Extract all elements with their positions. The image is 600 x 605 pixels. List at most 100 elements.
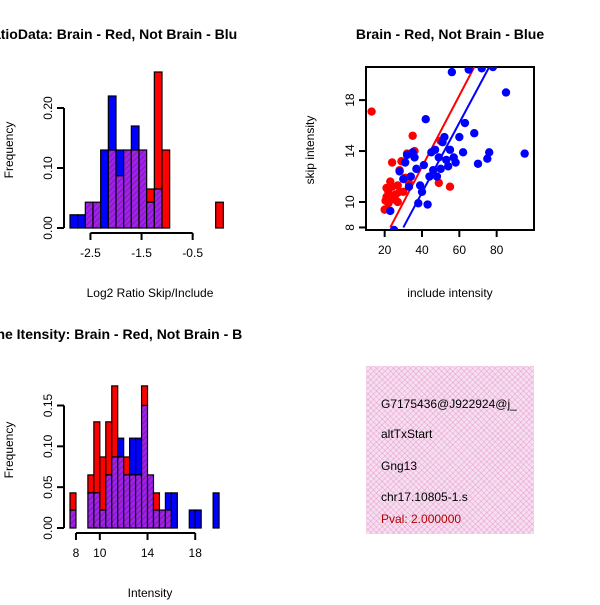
- intensity-bar-brain: [105, 421, 113, 476]
- scatter-plot-box: [365, 66, 535, 231]
- intensity-bar-notbrain: [129, 437, 137, 476]
- ratio-bar-overlap: [153, 188, 163, 229]
- intensity-x-tick-label: 18: [189, 546, 203, 560]
- scatter-point-notbrain: [415, 181, 425, 190]
- scatter-point-notbrain: [473, 159, 483, 168]
- ratio-bar-overlap: [123, 149, 132, 229]
- intensity-bar-brain: [87, 474, 95, 494]
- scatter-point-notbrain: [410, 153, 419, 162]
- scatter-point-notbrain: [501, 88, 511, 97]
- gene-name: Gng13: [381, 459, 418, 473]
- ratio-bar-notbrain: [130, 125, 140, 151]
- event-id: G7175436@J922924@j_: [381, 397, 517, 411]
- scatter-point-notbrain: [423, 200, 432, 209]
- ratio-bar-overlap: [146, 201, 155, 229]
- scatter-x-tick-label: 20: [378, 243, 392, 257]
- intensity-histogram-ylabel: Frequency: [2, 422, 16, 479]
- ratio-y-tick-label: 0.20: [41, 96, 55, 120]
- scatter-point-brain: [387, 158, 397, 167]
- scatter-point-notbrain: [455, 132, 464, 142]
- scatter-point-notbrain: [460, 118, 470, 128]
- ratio-bar-overlap: [92, 201, 102, 229]
- intensity-histogram-title: Gene Itensity: Brain - Red, Not Brain - …: [0, 326, 242, 342]
- ratio-x-tick-label: -2.5: [80, 246, 101, 260]
- ratio-bar-brain: [146, 188, 155, 203]
- scatter-point-notbrain: [430, 145, 440, 154]
- scatter-x-tick-label: 80: [490, 243, 504, 257]
- scatter-point-notbrain: [445, 145, 455, 154]
- intensity-x-tick-label: 8: [73, 546, 80, 560]
- scatter-point-notbrain: [477, 67, 486, 73]
- ratio-bar-brain: [153, 71, 163, 190]
- ratio-histogram-title: RatioData: Brain - Red, Not Brain - Blu: [0, 26, 237, 42]
- intensity-bar-overlap: [105, 474, 113, 529]
- ratio-bar-brain: [161, 149, 171, 229]
- intensity-x-tick-label: 10: [93, 546, 107, 560]
- intensity-histogram-xlabel: Intensity: [128, 586, 173, 600]
- scatter-point-notbrain: [447, 67, 457, 77]
- scatter-point-notbrain: [470, 129, 479, 138]
- scatter-point-notbrain: [389, 225, 399, 230]
- scatter-y-tick-label: 10: [343, 195, 357, 209]
- intensity-bar-notbrain: [188, 509, 196, 529]
- intensity-y-tick-label: 0.15: [41, 393, 55, 417]
- scatter-point-notbrain: [443, 162, 453, 171]
- scatter-point-brain: [393, 181, 402, 190]
- ratio-y-tick-label: 0.00: [41, 216, 55, 240]
- scatter-point-notbrain: [406, 172, 415, 181]
- intensity-bar-brain: [152, 492, 161, 511]
- intensity-bar-overlap: [134, 474, 143, 529]
- scatter-point-notbrain: [404, 182, 414, 191]
- scatter-point-notbrain: [485, 148, 494, 157]
- event-type: altTxStart: [381, 427, 433, 441]
- intensity-x-tick-label: 14: [141, 546, 155, 560]
- intensity-bar-brain: [111, 385, 119, 458]
- intensity-bar-overlap: [93, 492, 101, 529]
- ratio-y-tick-label: 0.10: [41, 156, 55, 180]
- ratio-bar-overlap: [84, 201, 94, 229]
- ratio-x-tick-label: -1.5: [131, 246, 152, 260]
- intensity-bar-overlap: [69, 509, 77, 529]
- intensity-bar-overlap: [87, 492, 95, 529]
- intensity-y-tick-label: 0.10: [41, 434, 55, 458]
- scatter-point-notbrain: [464, 67, 473, 74]
- intensity-bar-notbrain: [194, 509, 202, 529]
- ratio-bar-notbrain: [107, 95, 117, 151]
- ratio-bar-overlap: [115, 175, 125, 229]
- intensity-y-tick-label: 0.00: [41, 516, 55, 540]
- scatter-point-notbrain: [401, 158, 410, 167]
- intensity-bar-brain: [69, 492, 77, 511]
- scatter-ylabel: skip intensity: [303, 116, 317, 185]
- ratio-bar-brain: [215, 201, 224, 229]
- intensity-bar-overlap: [111, 456, 119, 529]
- ratio-bar-notbrain: [100, 149, 109, 229]
- intensity-y-tick-label: 0.05: [41, 475, 55, 499]
- scatter-point-notbrain: [412, 164, 421, 174]
- intensity-bar-notbrain: [170, 492, 178, 529]
- intensity-bar-overlap: [158, 509, 167, 529]
- scatter-y-tick-label: 18: [343, 93, 357, 107]
- ratio-histogram-xlabel: Log2 Ratio Skip/Include: [87, 286, 214, 300]
- intensity-bar-notbrain: [164, 492, 172, 511]
- scatter-point-notbrain: [419, 160, 429, 170]
- intensity-bar-overlap: [117, 456, 125, 529]
- scatter-point-notbrain: [520, 149, 529, 158]
- scatter-point-notbrain: [432, 172, 442, 181]
- scatter-point-brain: [434, 178, 443, 188]
- gene-location: chr17.10805-1.s: [381, 490, 468, 504]
- intensity-bar-overlap: [123, 474, 131, 529]
- ratio-bar-overlap: [130, 149, 140, 229]
- scatter-point-notbrain: [399, 174, 408, 184]
- scatter-point-notbrain: [395, 167, 404, 176]
- scatter-y-tick-label: 14: [343, 144, 357, 158]
- scatter-point-brain: [399, 187, 408, 196]
- scatter-point-brain: [393, 197, 402, 207]
- intensity-bar-brain: [140, 385, 149, 407]
- intensity-histogram: Gene Itensity: Brain - Red, Not Brain - …: [0, 326, 242, 600]
- scatter-point-notbrain: [442, 155, 451, 165]
- ratio-histogram-ylabel: Frequency: [2, 122, 16, 179]
- scatter-x-tick-label: 60: [453, 243, 467, 257]
- ratio-bar-overlap: [138, 149, 148, 229]
